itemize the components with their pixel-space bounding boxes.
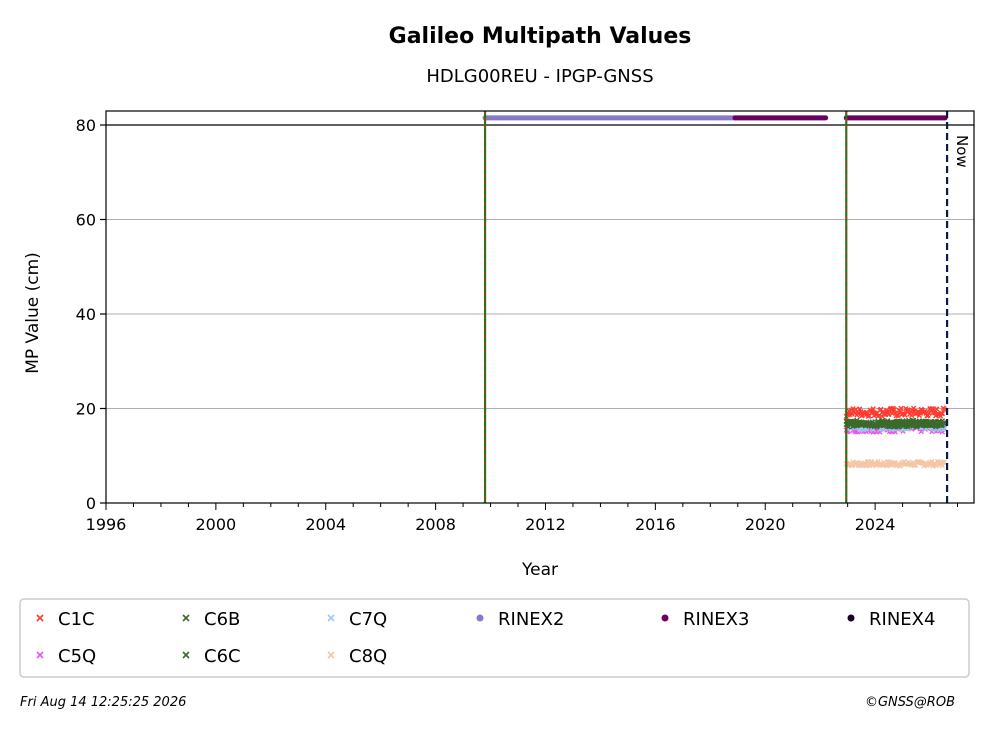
series-layer [482, 115, 948, 469]
chart-title: Galileo Multipath Values [389, 24, 692, 49]
x-tick-label-2020: 2020 [745, 515, 786, 534]
legend-frame [19, 598, 970, 678]
legend-item-c8q: C8Q [327, 646, 387, 667]
legend-marker [847, 614, 855, 622]
data-point [926, 410, 932, 417]
now-label: Now [953, 135, 971, 168]
data-point [940, 426, 947, 433]
y-axis: 0 20 40 60 80 [76, 116, 106, 513]
plot-frame [105, 110, 975, 504]
copyright-credit: ©GNSS@ROB [864, 695, 955, 710]
data-point [898, 405, 904, 412]
x-tick-label-2024: 2024 [855, 515, 896, 534]
y-tick-label-20: 20 [76, 400, 96, 419]
legend-item-c1c: C1C [36, 609, 95, 630]
data-point [941, 420, 948, 426]
legend-marker [327, 614, 335, 622]
legend-label: RINEX4 [869, 609, 935, 630]
y-tick-label-60: 60 [76, 211, 96, 230]
data-point [933, 406, 940, 412]
data-point [939, 410, 946, 417]
chart-subtitle: HDLG00REU - IPGP-GNSS [426, 66, 653, 87]
legend-marker [182, 614, 190, 622]
legend: C1C C6B C7Q RINEX2 RINEX3 RINEX4 C5Q C6C C8Q [19, 598, 970, 678]
generated-timestamp: Fri Aug 14 12:25:25 2026 [20, 695, 187, 710]
x-tick-label-2000: 2000 [196, 515, 237, 534]
data-point [902, 412, 908, 418]
legend-label: C5Q [58, 646, 96, 667]
series-c8q [843, 458, 948, 469]
legend-marker [327, 651, 335, 659]
legend-item-c7q: C7Q [327, 609, 387, 630]
data-point [888, 405, 895, 412]
legend-marker [36, 651, 44, 659]
x-tick-label-2008: 2008 [415, 515, 456, 534]
legend-item-rinex2: RINEX2 [476, 609, 564, 630]
legend-label: C8Q [349, 646, 387, 667]
x-tick-label-2016: 2016 [635, 515, 676, 534]
x-tick-label-1996: 1996 [86, 515, 127, 534]
legend-item-c5q: C5Q [36, 646, 96, 667]
legend-item-rinex3: RINEX3 [661, 609, 749, 630]
legend-item-c6c: C6C [182, 646, 241, 667]
legend-label: C6B [204, 609, 240, 630]
y-axis-label: MP Value (cm) [23, 252, 43, 374]
x-axis: 1996 2000 2004 2008 2012 2016 2020 2024 [86, 503, 959, 534]
legend-marker [36, 614, 44, 622]
legend-marker [476, 614, 484, 622]
y-tick-label-40: 40 [76, 305, 96, 324]
x-tick-label-2012: 2012 [525, 515, 566, 534]
data-point [917, 410, 923, 416]
series-c1c [843, 405, 948, 419]
legend-marker [661, 614, 669, 622]
legend-marker [182, 651, 190, 659]
legend-label: RINEX3 [683, 609, 749, 630]
x-tick-label-2004: 2004 [305, 515, 346, 534]
legend-label: C6C [204, 646, 241, 667]
legend-item-rinex4: RINEX4 [847, 609, 935, 630]
data-point [870, 406, 876, 412]
data-point [941, 406, 948, 413]
series-c6c [843, 417, 948, 429]
x-axis-label: Year [521, 560, 558, 580]
legend-label: C7Q [349, 609, 387, 630]
data-point [895, 412, 901, 419]
data-point [941, 459, 948, 465]
data-point [908, 412, 915, 419]
plot-area [106, 111, 974, 503]
y-tick-label-80: 80 [76, 116, 96, 135]
legend-item-c6b: C6B [182, 609, 240, 630]
data-point [918, 428, 924, 435]
data-point [910, 417, 917, 424]
legend-label: C1C [58, 609, 95, 630]
legend-label: RINEX2 [498, 609, 564, 630]
y-tick-label-0: 0 [86, 494, 96, 513]
event-lines: Now [483, 111, 971, 503]
data-point [866, 413, 873, 419]
